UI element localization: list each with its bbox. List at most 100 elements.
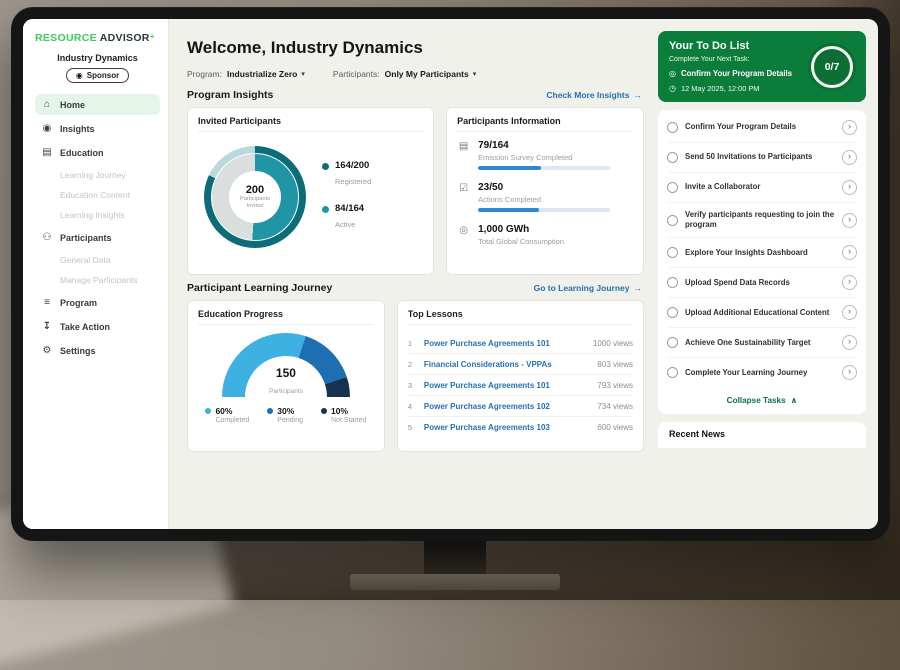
task-row-send-invitations[interactable]: Send 50 Invitations to Participants › — [667, 143, 857, 173]
arrow-right-icon: → — [633, 90, 643, 100]
sidebar-item-home[interactable]: ⌂ Home — [35, 94, 160, 115]
participants-filter-dropdown[interactable]: Participants: Only My Participants ▾ — [333, 69, 476, 79]
lesson-row: 3 Power Purchase Agreements 101 793 view… — [407, 375, 633, 396]
todo-subtitle: Complete Your Next Task: — [669, 56, 750, 63]
sponsor-badge[interactable]: ◉ Sponsor — [65, 68, 130, 83]
legend-dot — [267, 408, 274, 414]
education-progress-card: Education Progress 150 Participants — [187, 300, 385, 452]
chevron-right-icon[interactable]: › — [842, 120, 857, 135]
task-row-explore-insights[interactable]: Explore Your Insights Dashboard › — [667, 238, 857, 269]
lesson-row: 1 Power Purchase Agreements 101 1000 vie… — [407, 333, 633, 354]
task-row-confirm-program[interactable]: Confirm Your Program Details › — [667, 113, 857, 143]
chevron-right-icon[interactable]: › — [842, 245, 857, 261]
task-checkbox[interactable] — [667, 367, 678, 379]
chevron-right-icon[interactable]: › — [842, 180, 857, 195]
sidebar-item-program[interactable]: ≡ Program — [35, 292, 160, 313]
task-label: Achieve One Sustainability Target — [685, 337, 811, 347]
stat-value: 23/50 — [478, 182, 504, 193]
todo-due-label: 12 May 2025, 12:00 PM — [680, 84, 760, 93]
page-title: Welcome, Industry Dynamics — [187, 38, 423, 57]
program-filter-dropdown[interactable]: Program: Industrialize Zero ▾ — [187, 69, 305, 79]
arrow-right-icon: → — [633, 283, 643, 293]
legend-value: 84/164 — [335, 203, 365, 214]
go-to-learning-journey-link[interactable]: Go to Learning Journey → — [534, 283, 642, 293]
chevron-right-icon[interactable]: › — [842, 305, 857, 321]
legend-item-pending: 30% Pending — [267, 406, 303, 424]
todo-next-task[interactable]: ◎ Confirm Your Program Details — [669, 69, 855, 79]
stat-label: Actions Completed — [478, 195, 542, 204]
task-label: Invite a Collaborator — [685, 182, 761, 192]
sidebar-item-learning-insights[interactable]: Learning Insights — [60, 210, 125, 220]
task-label: Verify participants requesting to join t… — [685, 210, 835, 230]
recent-news-title: Recent News — [669, 429, 726, 440]
collapse-tasks-button[interactable]: Collapse Tasks ∧ — [667, 387, 857, 414]
invited-participants-card: Invited Participants 200 Participants In… — [187, 107, 435, 275]
task-row-upload-educational-content[interactable]: Upload Additional Educational Content › — [667, 298, 857, 329]
sidebar-item-insights[interactable]: ◉ Insights — [35, 118, 160, 139]
legend-item-registered: 164/200 Registered — [322, 160, 371, 189]
sponsor-icon: ◉ — [75, 71, 83, 80]
sidebar-item-settings[interactable]: ⚙ Settings — [35, 340, 160, 361]
sidebar-item-label: Education — [60, 147, 104, 158]
chevron-right-icon[interactable]: › — [842, 365, 857, 381]
sidebar-item-participants[interactable]: ⚇ Participants — [35, 227, 160, 248]
chevron-right-icon[interactable]: › — [842, 335, 857, 351]
sidebar-item-education-content[interactable]: Education Content — [60, 190, 130, 200]
chevron-right-icon[interactable]: › — [842, 212, 857, 228]
chevron-right-icon[interactable]: › — [842, 150, 857, 165]
task-label: Send 50 Invitations to Participants — [685, 152, 813, 162]
target-icon: ◎ — [669, 69, 676, 78]
legend-label: Not Started — [331, 417, 367, 424]
lesson-row: 2 Financial Considerations - VPPAs 803 v… — [407, 354, 633, 375]
sidebar-item-general-data[interactable]: General Data — [60, 255, 111, 265]
legend-value: 30% — [277, 406, 295, 416]
logo-part1: RESOURCE — [35, 32, 97, 44]
sidebar-item-learning-journey[interactable]: Learning Journey — [60, 170, 126, 180]
lesson-link[interactable]: Power Purchase Agreements 101 — [423, 338, 550, 348]
chevron-down-icon: ▾ — [301, 71, 305, 78]
chevron-right-icon[interactable]: › — [842, 275, 857, 291]
todo-title: Your To Do List — [669, 40, 750, 52]
task-row-achieve-target[interactable]: Achieve One Sustainability Target › — [667, 328, 857, 359]
todo-progress-count: 0/7 — [824, 60, 840, 73]
task-checkbox[interactable] — [667, 214, 678, 226]
check-more-insights-link[interactable]: Check More Insights → — [546, 90, 642, 100]
collapse-label: Collapse Tasks — [726, 395, 786, 405]
lesson-rank: 5 — [407, 422, 413, 432]
recent-news-card: Recent News — [658, 422, 866, 449]
lesson-rank: 1 — [407, 338, 413, 348]
task-checkbox[interactable] — [667, 277, 678, 289]
task-checkbox[interactable] — [667, 337, 678, 349]
task-label: Confirm Your Program Details — [685, 122, 797, 132]
legend-dot — [322, 163, 329, 170]
sidebar-item-manage-participants[interactable]: Manage Participants — [60, 275, 138, 285]
task-checkbox[interactable] — [667, 182, 678, 193]
sidebar-item-label: Settings — [60, 345, 96, 356]
task-label: Explore Your Insights Dashboard — [685, 247, 808, 257]
invited-count: 200 — [245, 183, 265, 196]
task-label: Complete Your Learning Journey — [685, 367, 808, 377]
task-checkbox[interactable] — [667, 152, 678, 163]
legend-value: 60% — [215, 406, 233, 416]
lesson-views: 600 views — [597, 422, 633, 432]
chevron-down-icon: ▾ — [472, 71, 477, 78]
legend-dot — [321, 408, 327, 414]
lesson-link[interactable]: Power Purchase Agreements 101 — [423, 380, 550, 390]
lesson-link[interactable]: Financial Considerations - VPPAs — [423, 359, 552, 369]
sidebar-item-label: Insights — [60, 123, 95, 134]
task-list-card: Confirm Your Program Details › Send 50 I… — [658, 110, 866, 415]
list-icon: ≡ — [44, 297, 50, 308]
task-row-verify-participants[interactable]: Verify participants requesting to join t… — [667, 203, 857, 239]
task-checkbox[interactable] — [667, 247, 678, 259]
task-checkbox[interactable] — [667, 122, 678, 133]
sidebar: RESOURCE ADVISOR+ Industry Dynamics ◉ Sp… — [23, 19, 169, 529]
task-checkbox[interactable] — [667, 307, 678, 319]
lesson-link[interactable]: Power Purchase Agreements 103 — [423, 422, 550, 432]
lesson-link[interactable]: Power Purchase Agreements 102 — [423, 401, 550, 411]
sidebar-item-take-action[interactable]: ↧ Take Action — [35, 316, 160, 337]
task-row-upload-spend-data[interactable]: Upload Spend Data Records › — [667, 268, 857, 299]
task-row-invite-collaborator[interactable]: Invite a Collaborator › — [667, 173, 857, 203]
todo-panel: Your To Do List Complete Your Next Task:… — [656, 19, 878, 529]
task-row-complete-learning-journey[interactable]: Complete Your Learning Journey › — [667, 358, 857, 387]
sidebar-item-education[interactable]: ▤ Education — [35, 142, 160, 163]
